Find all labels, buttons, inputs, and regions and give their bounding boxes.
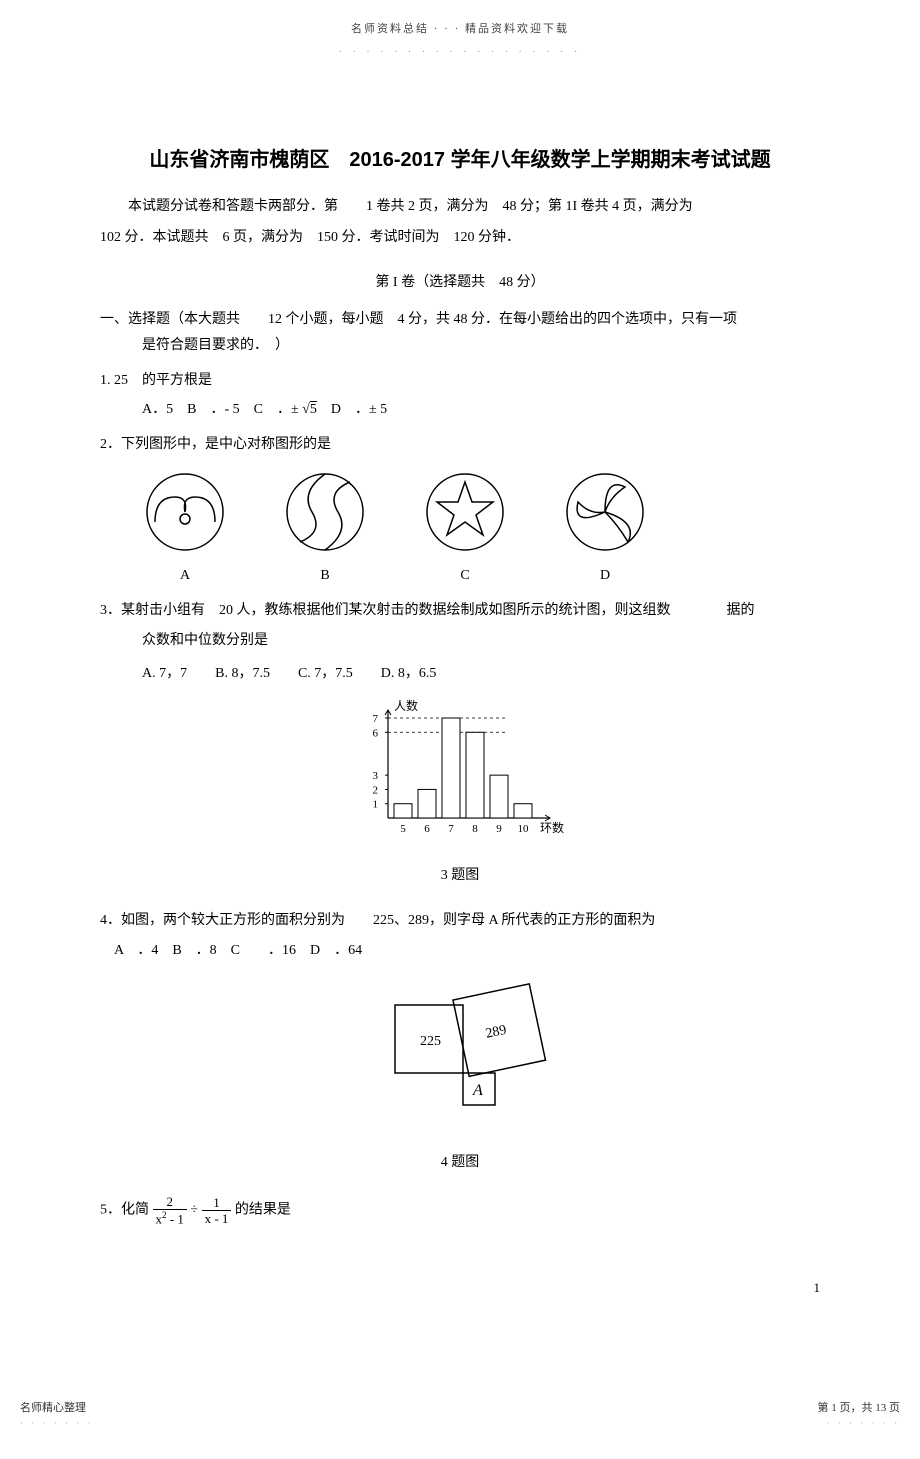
q2-label-c: C	[410, 563, 520, 588]
svg-text:7: 7	[373, 713, 379, 725]
q1-text: 1. 25 的平方根是	[100, 368, 820, 393]
q4-options: A ．4 B ．8 C ．16 D ．64	[100, 938, 820, 963]
page-number-small: 1	[100, 1276, 820, 1299]
q2-label-a: A	[130, 563, 240, 588]
q4-caption: 4 题图	[100, 1150, 820, 1175]
svg-text:7: 7	[448, 823, 454, 835]
footer-dots-right: · · · · · · ·	[827, 1415, 900, 1431]
exam-title: 山东省济南市槐荫区 2016-2017 学年八年级数学上学期期末考试试题	[100, 142, 820, 178]
shape-b-icon	[270, 467, 380, 557]
header-dots: · · · · · · · · · · · · · · · · · ·	[100, 44, 820, 62]
q2-label-d: D	[550, 563, 660, 588]
svg-text:6: 6	[373, 727, 379, 739]
svg-text:8: 8	[472, 823, 478, 835]
q4-val-289: 289	[484, 1023, 508, 1042]
q2-shapes	[130, 467, 820, 557]
svg-text:9: 9	[496, 823, 502, 835]
part1-sub: 是符合题目要求的． ）	[100, 333, 820, 358]
q2-labels: A B C D	[130, 563, 820, 588]
q4-val-225: 225	[420, 1034, 441, 1049]
q3-bar-chart-icon: 人数环数 1 2 3 6 7 5 6 7 8 9 10	[350, 698, 570, 848]
q5-text: 5．化简 2 x2 - 1 ÷ 1 x - 1 的结果是	[100, 1195, 820, 1225]
svg-text:5: 5	[400, 823, 406, 835]
svg-text:2: 2	[373, 784, 379, 796]
footer-dots-left: · · · · · · ·	[20, 1415, 93, 1431]
svg-text:6: 6	[424, 823, 430, 835]
q3-text: 3．某射击小组有 20 人，教练根据他们某次射击的数据绘制成如图所示的统计图，则…	[100, 598, 820, 623]
q4-label-a: A	[472, 1082, 483, 1099]
shape-d-icon	[550, 467, 660, 557]
q4-squares-icon: 225 289 A	[360, 975, 560, 1135]
q3-chart: 人数环数 1 2 3 6 7 5 6 7 8 9 10 3 题图	[100, 698, 820, 888]
section-1-heading: 第 I 卷（选择题共 48 分）	[100, 270, 820, 295]
svg-text:10: 10	[518, 823, 530, 835]
svg-text:人数: 人数	[394, 698, 418, 713]
header-note: 名师资料总结 · · · 精品资料欢迎下载	[100, 20, 820, 40]
q4-figure: 225 289 A 4 题图	[100, 975, 820, 1175]
svg-text:环数: 环数	[540, 820, 564, 835]
svg-text:3: 3	[373, 770, 379, 782]
shape-a-icon	[130, 467, 240, 557]
q5-frac1: 2 x2 - 1	[153, 1195, 187, 1225]
page-footer: 名师精心整理 第 1 页，共 13 页 · · · · · · · · · · …	[100, 1359, 820, 1419]
part1-heading: 一、选择题（本大题共 12 个小题，每小题 4 分，共 48 分．在每小题给出的…	[100, 307, 820, 332]
q2-label-b: B	[270, 563, 380, 588]
q5-frac2: 1 x - 1	[202, 1196, 232, 1225]
q3-caption: 3 题图	[100, 863, 820, 888]
q2-text: 2．下列图形中，是中心对称图形的是	[100, 432, 820, 457]
q3-options: A. 7，7 B. 8，7.5 C. 7，7.5 D. 8，6.5	[100, 661, 820, 686]
intro-line-1: 本试题分试卷和答题卡两部分．第 1 卷共 2 页，满分为 48 分；第 1I 卷…	[100, 194, 820, 219]
shape-c-icon	[410, 467, 520, 557]
intro-line-2: 102 分．本试题共 6 页，满分为 150 分．考试时间为 120 分钟．	[100, 225, 820, 250]
svg-text:1: 1	[373, 799, 379, 811]
q4-text: 4．如图，两个较大正方形的面积分别为 225、289，则字母 A 所代表的正方形…	[100, 908, 820, 933]
q1-options: A．5 B ．- 5 C ．± √5 D ．± 5	[100, 397, 820, 422]
q3-sub: 众数和中位数分别是	[100, 628, 820, 653]
